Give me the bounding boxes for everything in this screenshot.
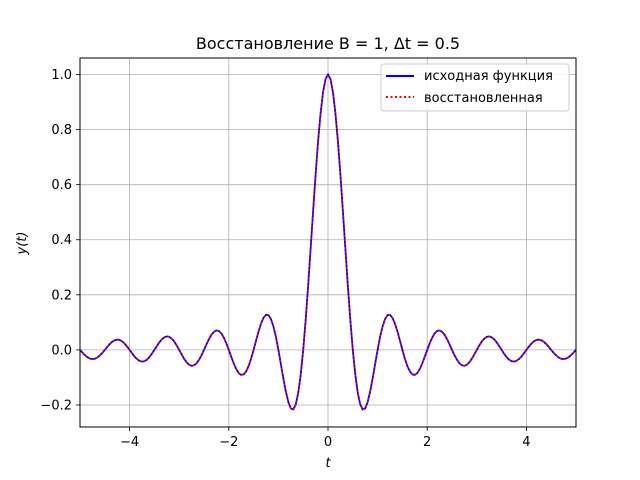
y-tick-label: 0.4 (51, 233, 72, 248)
y-tick-label: 1.0 (51, 68, 72, 83)
legend: исходная функция восстановленная (380, 63, 570, 112)
y-tick-label: 0.8 (51, 123, 72, 138)
y-tick-label: 0.0 (51, 343, 72, 358)
x-tick-label: −2 (219, 435, 238, 450)
x-tick-label: 2 (423, 435, 431, 450)
legend-label-original: исходная функция (424, 69, 553, 84)
legend-box (380, 63, 570, 112)
x-tick-label: −4 (120, 435, 139, 450)
y-tick-label: 0.2 (51, 288, 72, 303)
y-axis-label: y(t) (15, 232, 30, 256)
series-line-original (79, 72, 577, 411)
y-tick-label: 0.6 (51, 178, 72, 193)
chart-title: Восстановление B = 1, Δt = 0.5 (196, 34, 460, 53)
ticks: −4 −2 0 2 4 −0.2 0.0 0.2 0.4 0.6 0.8 1.0 (40, 68, 530, 450)
x-tick-label: 0 (324, 435, 332, 450)
y-tick-label: −0.2 (40, 398, 72, 413)
legend-label-reconstructed: восстановленная (424, 91, 543, 106)
x-tick-label: 4 (522, 435, 530, 450)
x-axis-label: t (325, 456, 331, 471)
plot-area (79, 72, 577, 411)
grid (80, 58, 576, 427)
